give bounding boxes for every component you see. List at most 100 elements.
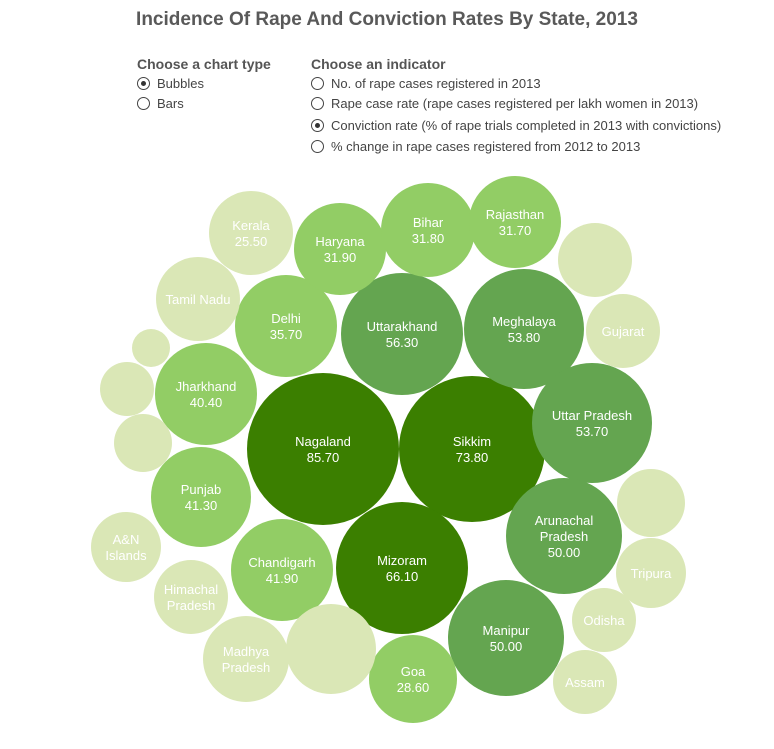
bubble-value-label: 73.80 bbox=[456, 450, 489, 465]
bubble-name-label: Assam bbox=[565, 675, 605, 690]
bubble-value-label: 53.80 bbox=[508, 330, 541, 345]
bubble-circle[interactable] bbox=[586, 294, 660, 368]
bubble-name-label: Bihar bbox=[413, 215, 444, 230]
bubble-circle[interactable] bbox=[572, 588, 636, 652]
bubble-circle[interactable] bbox=[151, 447, 251, 547]
bubble-circle[interactable] bbox=[247, 373, 399, 525]
bubble-circle[interactable] bbox=[341, 273, 463, 395]
bubble-unlabeled-26[interactable] bbox=[100, 362, 154, 416]
bubble-circle[interactable] bbox=[231, 519, 333, 621]
bubble-circle[interactable] bbox=[91, 512, 161, 582]
bubble-unlabeled-30[interactable] bbox=[286, 604, 376, 694]
bubble-name-label: Tripura bbox=[631, 566, 672, 581]
bubble-circle[interactable] bbox=[336, 502, 468, 634]
bubble-name-label: Islands bbox=[105, 548, 147, 563]
bubble-circle[interactable] bbox=[532, 363, 652, 483]
indicator-heading: Choose an indicator bbox=[311, 56, 446, 72]
bubble-circle[interactable] bbox=[100, 362, 154, 416]
bubble-circle[interactable] bbox=[114, 414, 172, 472]
bubble-circle[interactable] bbox=[294, 203, 386, 295]
chart-type-option-bubbles[interactable]: Bubbles bbox=[137, 76, 204, 91]
bubble-value-label: 56.30 bbox=[386, 335, 419, 350]
radio-unselected-icon[interactable] bbox=[311, 77, 324, 90]
bubble-name-label: Arunachal bbox=[535, 513, 594, 528]
radio-unselected-icon[interactable] bbox=[311, 97, 324, 110]
bubble-tamil-nadu[interactable]: Tamil Nadu bbox=[156, 257, 240, 341]
bubble-name-label: Haryana bbox=[315, 234, 365, 249]
bubble-circle[interactable] bbox=[553, 650, 617, 714]
indicator-option-pct-change[interactable]: % change in rape cases registered from 2… bbox=[311, 139, 640, 154]
bubble-circle[interactable] bbox=[448, 580, 564, 696]
bubble-gujarat[interactable]: Gujarat bbox=[586, 294, 660, 368]
bubble-value-label: 25.50 bbox=[235, 234, 268, 249]
bubble-circle[interactable] bbox=[506, 478, 622, 594]
bubble-name-label: Tamil Nadu bbox=[165, 292, 230, 307]
bubble-value-label: 41.30 bbox=[185, 498, 218, 513]
bubble-name-label: Uttar Pradesh bbox=[552, 408, 632, 423]
bubble-circle[interactable] bbox=[399, 376, 545, 522]
bubble-unlabeled-28[interactable] bbox=[132, 329, 170, 367]
bubble-circle[interactable] bbox=[154, 560, 228, 634]
indicator-option-cases[interactable]: No. of rape cases registered in 2013 bbox=[311, 76, 541, 91]
bubble-circle[interactable] bbox=[469, 176, 561, 268]
bubble-odisha[interactable]: Odisha bbox=[572, 588, 636, 652]
radio-unselected-icon[interactable] bbox=[311, 140, 324, 153]
indicator-option-case-rate[interactable]: Rape case rate (rape cases registered pe… bbox=[311, 96, 698, 111]
bubble-name-label: Delhi bbox=[271, 311, 301, 326]
bubble-value-label: 41.90 bbox=[266, 571, 299, 586]
bubble-name-label: Kerala bbox=[232, 218, 270, 233]
radio-selected-icon[interactable] bbox=[137, 77, 150, 90]
chart-type-option-bars[interactable]: Bars bbox=[137, 96, 184, 111]
indicator-option-conviction-rate[interactable]: Conviction rate (% of rape trials comple… bbox=[311, 118, 721, 133]
bubble-circle[interactable] bbox=[155, 343, 257, 445]
bubble-name-label: Meghalaya bbox=[492, 314, 556, 329]
bubble-circle[interactable] bbox=[209, 191, 293, 275]
bubble-circle[interactable] bbox=[132, 329, 170, 367]
bubble-tripura[interactable]: Tripura bbox=[616, 538, 686, 608]
bubble-unlabeled-29[interactable] bbox=[617, 469, 685, 537]
bubble-circle[interactable] bbox=[156, 257, 240, 341]
bubble-circle[interactable] bbox=[235, 275, 337, 377]
bubble-unlabeled-27[interactable] bbox=[114, 414, 172, 472]
bubble-circle[interactable] bbox=[203, 616, 289, 702]
radio-selected-icon[interactable] bbox=[311, 119, 324, 132]
radio-unselected-icon[interactable] bbox=[137, 97, 150, 110]
bubble-name-label: Sikkim bbox=[453, 434, 491, 449]
bubble-circle[interactable] bbox=[381, 183, 475, 277]
bubble-circle[interactable] bbox=[616, 538, 686, 608]
bubble-assam[interactable]: Assam bbox=[553, 650, 617, 714]
bubble-value-label: 40.40 bbox=[190, 395, 223, 410]
bubble-value-label: 28.60 bbox=[397, 680, 430, 695]
bubble-unlabeled-25[interactable] bbox=[558, 223, 632, 297]
option-label: No. of rape cases registered in 2013 bbox=[331, 76, 541, 91]
bubble-value-label: 31.70 bbox=[499, 223, 532, 238]
bubble-circle[interactable] bbox=[286, 604, 376, 694]
bubble-circle[interactable] bbox=[464, 269, 584, 389]
bubble-value-label: 50.00 bbox=[490, 639, 523, 654]
bubble-circle[interactable] bbox=[558, 223, 632, 297]
bubble-circle[interactable] bbox=[617, 469, 685, 537]
bubble-circle[interactable] bbox=[369, 635, 457, 723]
bubble-name-label: Goa bbox=[401, 664, 426, 679]
bubble-name-label: Rajasthan bbox=[486, 207, 545, 222]
